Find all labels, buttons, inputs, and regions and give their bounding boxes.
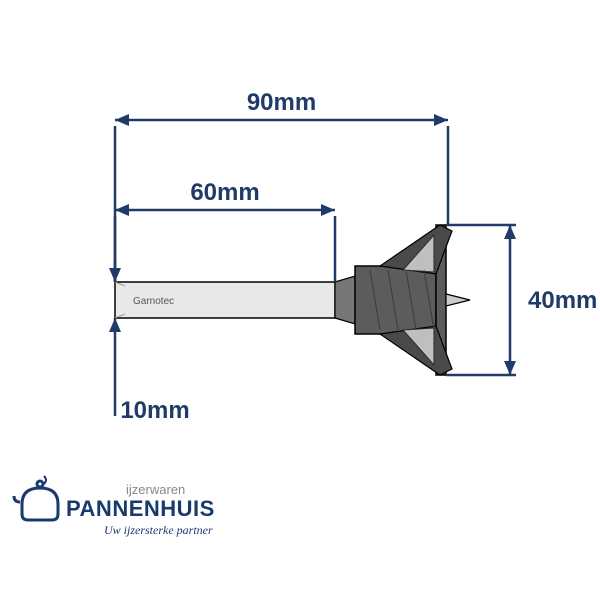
dimension-label: 10mm [120, 397, 189, 424]
logo-main-text: PANNENHUIS [66, 496, 215, 521]
dimension-label: 40mm [528, 287, 597, 314]
logo-sub-text: Uw ijzersterke partner [104, 523, 213, 537]
brand-logo: ijzerwarenPANNENHUIS Uw ijzersterke partn… [14, 476, 215, 537]
pannenhuis-icon [22, 488, 58, 520]
dimension-label: 90mm [247, 89, 316, 116]
dimension-label: 60mm [190, 179, 259, 206]
shank-brand-label: Garnotec [133, 296, 174, 307]
logo-top-text: ijzerwaren [126, 482, 185, 497]
drill-bit: Garnotec [115, 225, 470, 375]
